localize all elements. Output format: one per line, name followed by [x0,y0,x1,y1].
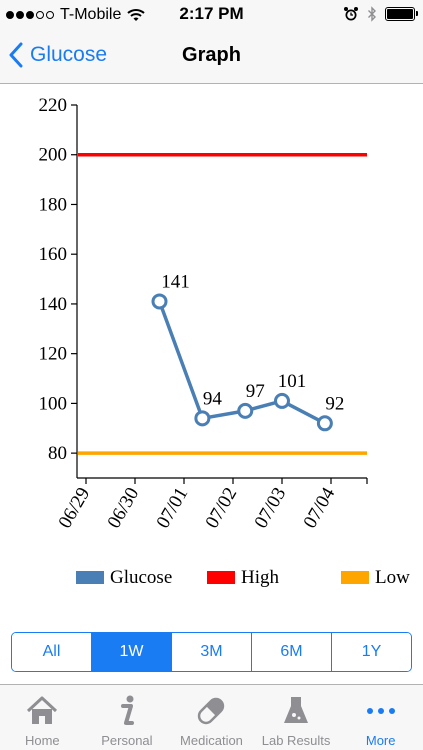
back-button-label: Glucose [30,43,108,66]
range-option-3m[interactable]: 3M [172,633,252,671]
alarm-clock-icon [344,7,358,21]
tab-personal[interactable]: Personal [85,685,170,750]
y-tick-label: 220 [39,95,68,116]
x-tick-label: 06/30 [104,484,144,532]
carrier-name: T-Mobile [60,6,122,23]
tab-bar: Home Personal Medication Lab Results More [0,684,423,750]
tab-label: Home [24,733,60,748]
legend-label-high: High [241,567,280,588]
house-icon [27,696,58,724]
data-point [237,402,254,419]
tab-label: Personal [101,733,153,748]
range-option-1w[interactable]: 1W [92,633,172,671]
tab-label: Medication [180,733,243,748]
legend-swatch-low [341,571,369,584]
signal-dot [6,11,14,19]
x-tick-label: 07/03 [251,484,291,532]
x-tick-label: 07/04 [300,484,340,532]
range-option-all[interactable]: All [12,633,92,671]
tab-label: More [365,733,396,748]
battery-fill [387,9,413,19]
legend-label-glucose: Glucose [110,567,172,588]
info-icon [120,695,134,725]
pill-icon [198,697,225,725]
signal-dot [26,11,34,19]
status-left: T-Mobile [6,5,146,25]
data-point [151,293,168,310]
data-label: 101 [278,371,307,392]
tab-home[interactable]: Home [0,685,85,750]
signal-dot [46,11,54,19]
time-range-selector: All 1W 3M 6M 1Y [11,632,412,672]
page-title: Graph [182,44,241,66]
signal-dot [36,11,44,19]
navigation-bar: Glucose Graph [0,30,423,84]
data-label: 92 [325,393,344,414]
data-point [194,410,211,427]
x-tick-label: 07/02 [202,484,242,532]
wifi-icon [127,9,146,21]
y-tick-label: 100 [39,393,68,414]
tab-lab-results[interactable]: Lab Results [254,685,339,750]
status-time: 2:17 PM [179,4,244,23]
legend-label-low: Low [375,567,410,588]
tab-medication[interactable]: Medication [169,685,254,750]
data-point [316,415,333,432]
x-tick-label: 06/29 [55,484,95,532]
status-bar: T-Mobile 2:17 PM [0,0,423,30]
tab-more[interactable]: More [338,685,423,750]
bluetooth-icon [368,6,376,22]
chevron-left-icon [9,42,23,68]
y-tick-label: 180 [39,194,68,215]
range-option-6m[interactable]: 6M [252,633,332,671]
flask-icon [284,697,309,723]
y-tick-label: 80 [48,443,67,464]
battery-icon [385,7,418,21]
x-tick-label: 07/01 [153,484,193,532]
signal-strength-icon [6,11,54,19]
y-tick-label: 200 [39,145,68,166]
legend-swatch-high [207,571,235,584]
status-right [343,6,418,22]
y-tick-label: 120 [39,344,68,365]
more-dots-icon [366,708,395,714]
legend-swatch-glucose [76,571,104,584]
back-button[interactable]: Glucose [8,42,107,68]
data-label: 141 [161,271,190,292]
data-point [274,392,290,409]
tab-label: Lab Results [261,733,331,748]
glucose-chart: 80 100 120 140 160 180 200 220 06/29 06/30 07/01 07… [0,85,423,620]
data-label: 97 [246,381,265,402]
y-tick-label: 140 [39,294,68,315]
data-label: 94 [203,388,223,409]
y-tick-label: 160 [39,244,68,265]
signal-dot [16,11,24,19]
range-option-1y[interactable]: 1Y [332,633,411,671]
